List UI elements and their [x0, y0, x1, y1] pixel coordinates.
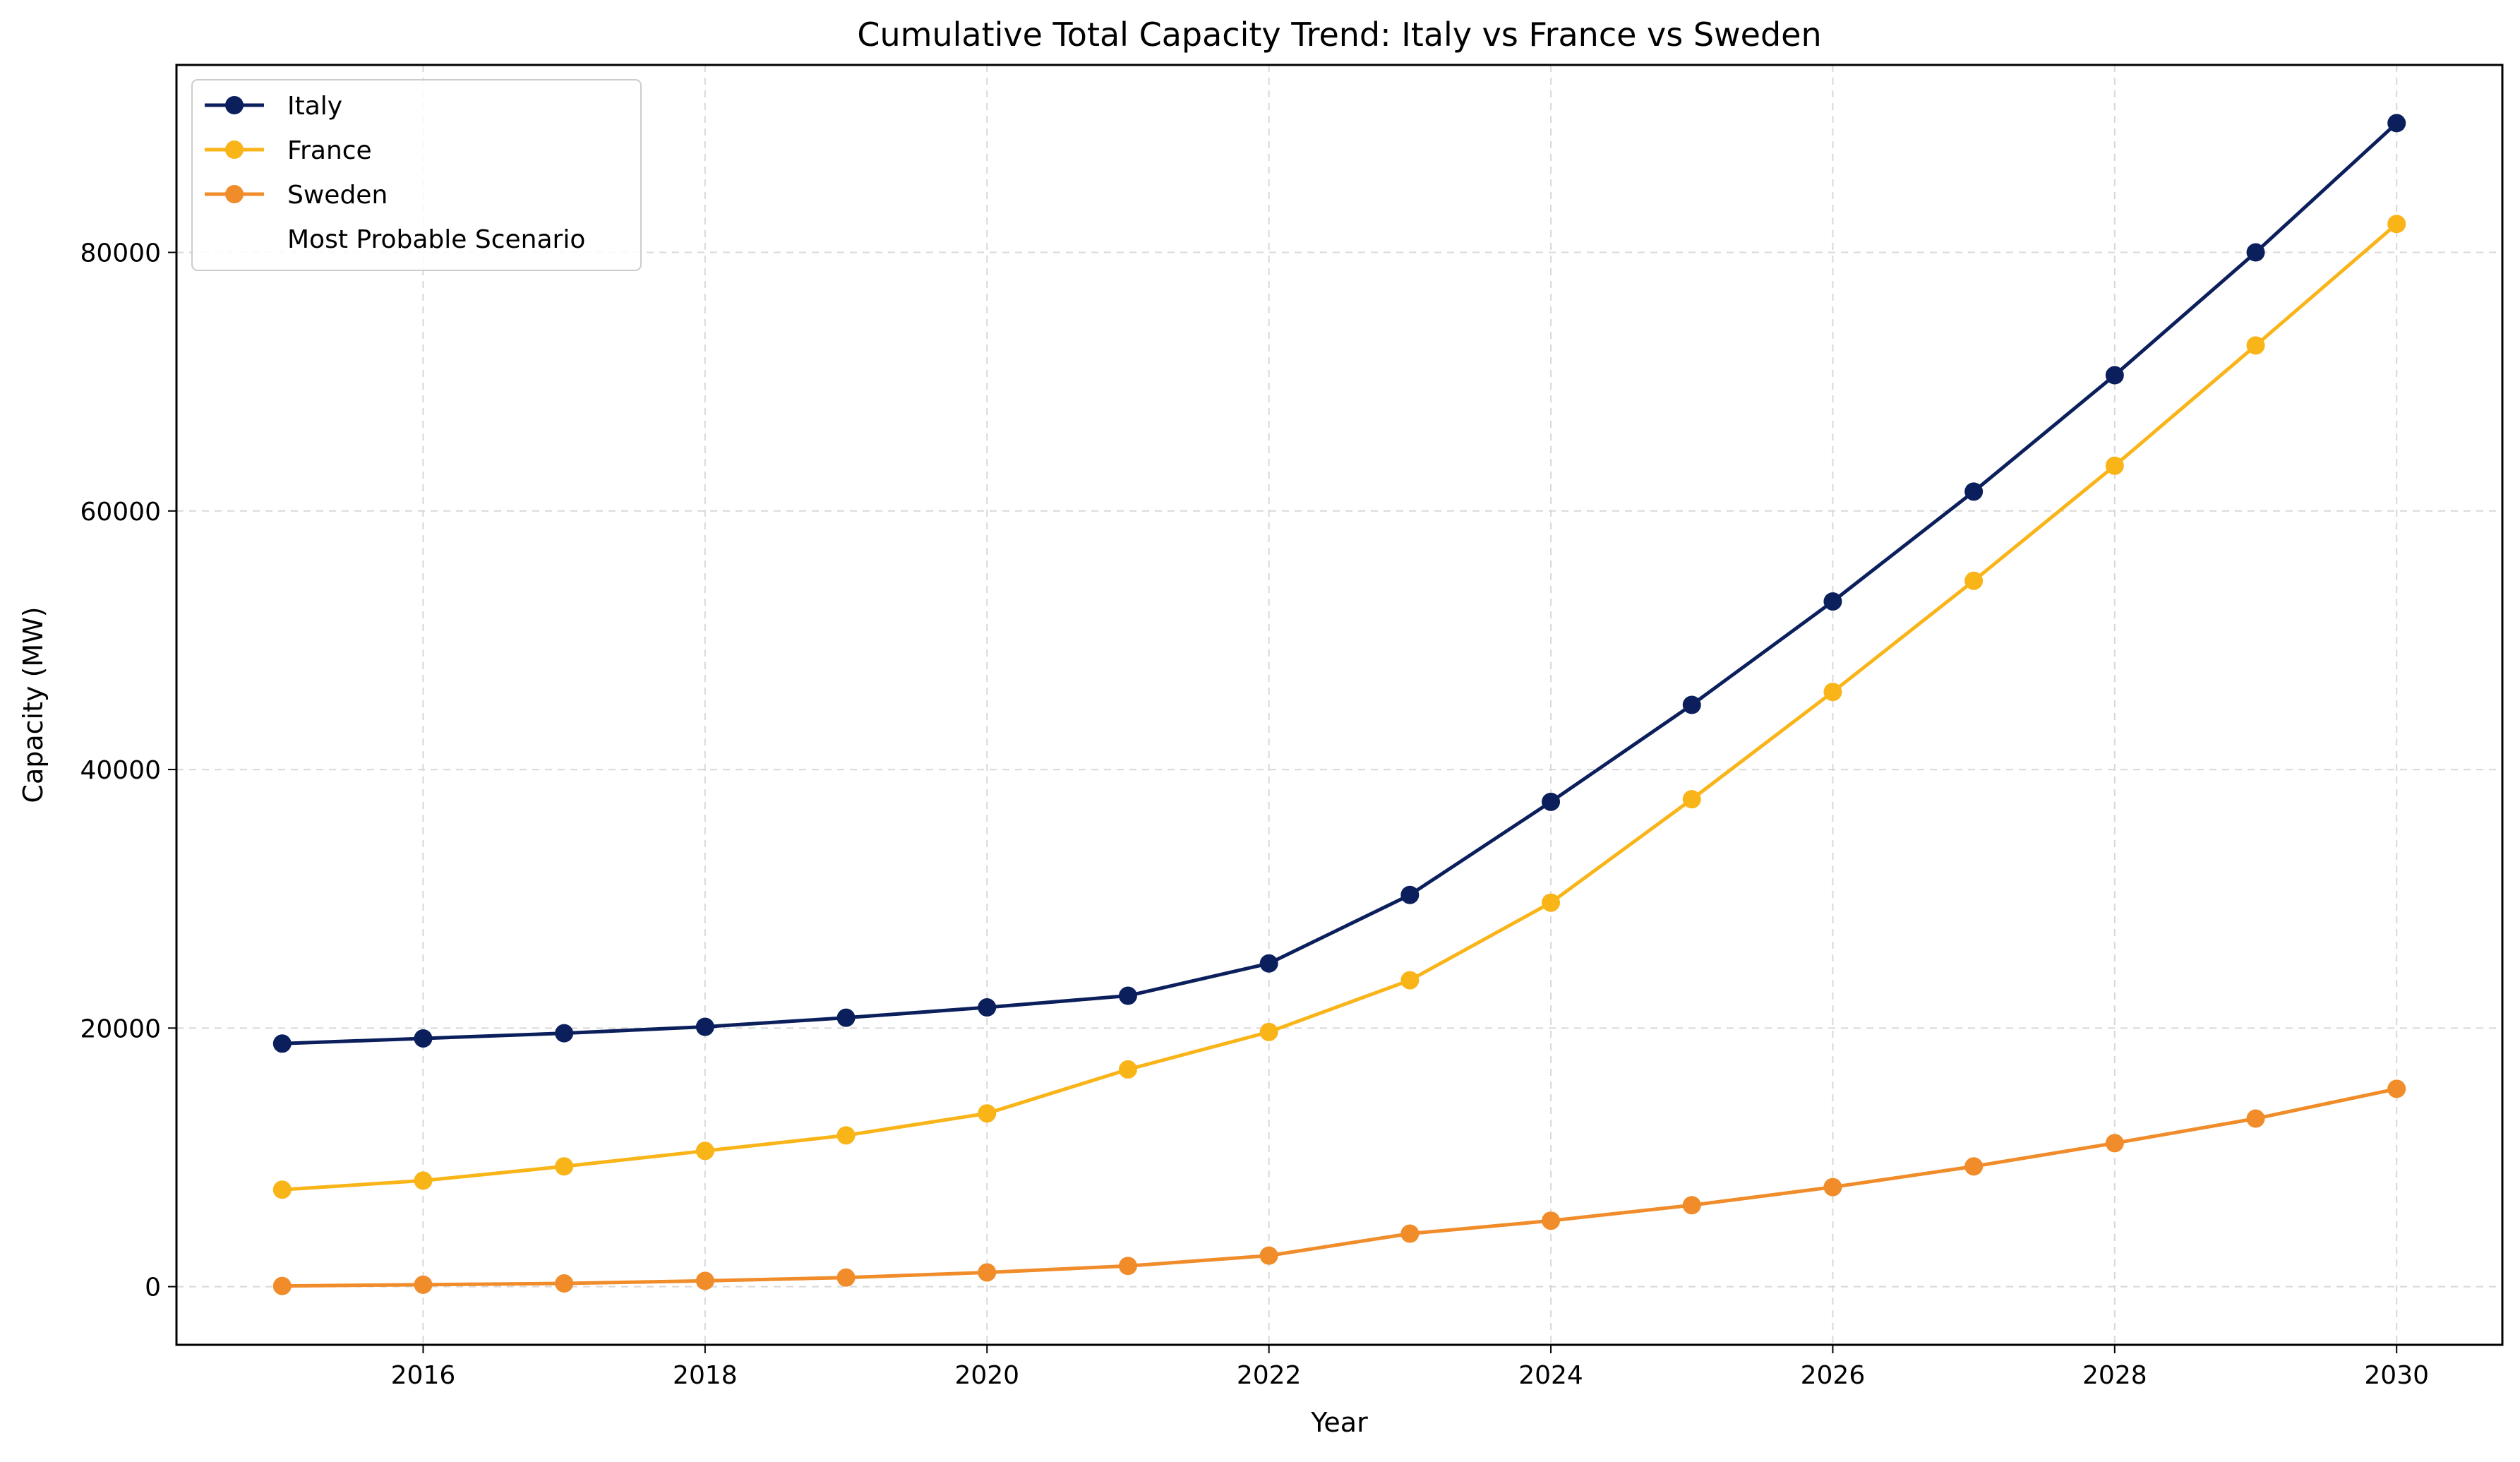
- x-tick-label: 2022: [1237, 1361, 1302, 1390]
- data-point-france: [1259, 1022, 1278, 1041]
- x-tick-label: 2030: [2364, 1361, 2429, 1390]
- data-point-italy: [2105, 366, 2124, 385]
- data-point-sweden: [555, 1274, 574, 1293]
- data-point-france: [555, 1157, 574, 1176]
- x-tick-label: 2028: [2082, 1361, 2147, 1390]
- series-line-sweden: [282, 1086, 2397, 1288]
- chart-title: Cumulative Total Capacity Trend: Italy v…: [857, 16, 1821, 54]
- y-tick-label: 20000: [80, 1014, 161, 1043]
- data-point-sweden: [1682, 1196, 1701, 1215]
- data-point-france: [272, 1180, 292, 1199]
- data-point-italy: [2387, 114, 2406, 133]
- data-point-sweden: [1823, 1178, 1842, 1197]
- data-point-italy: [1542, 792, 1561, 811]
- data-point-france: [414, 1171, 433, 1190]
- legend-label-france: France: [287, 136, 372, 165]
- series-layer: [272, 114, 2406, 1295]
- y-tick-label: 60000: [80, 498, 161, 527]
- plot-frame: [175, 64, 2504, 1346]
- x-axis-label: Year: [1310, 1407, 1368, 1438]
- data-point-italy: [1118, 986, 1137, 1005]
- data-point-sweden: [695, 1271, 714, 1290]
- series-line-france: [282, 222, 2398, 1192]
- legend-label-most-probable-scenario: Most Probable Scenario: [287, 225, 585, 254]
- legend-label-sweden: Sweden: [287, 181, 388, 210]
- data-point-sweden: [1259, 1246, 1278, 1265]
- data-point-france: [1118, 1060, 1137, 1079]
- y-tick-label: 0: [145, 1274, 161, 1302]
- data-point-sweden: [836, 1268, 856, 1287]
- legend-label-italy: Italy: [287, 92, 342, 121]
- data-point-italy: [1964, 482, 1984, 501]
- series-sweden: [272, 1079, 2406, 1295]
- legend: Italy France Sweden Most Probable Scenario: [191, 79, 642, 271]
- ticks-layer: 2016 2018 2020 2022 2024 2026 2028 2030 0 20000 40…: [80, 239, 2429, 1390]
- data-point-france: [1400, 971, 1420, 990]
- data-point-italy: [414, 1029, 433, 1048]
- data-point-italy: [555, 1024, 574, 1043]
- y-tick-label: 40000: [80, 756, 161, 785]
- data-point-italy: [1259, 954, 1278, 973]
- x-tick-label: 2024: [1518, 1361, 1583, 1390]
- data-point-sweden: [1542, 1211, 1561, 1230]
- x-tick-label: 2020: [954, 1361, 1019, 1390]
- data-point-sweden: [414, 1275, 433, 1294]
- x-tick-label: 2016: [391, 1361, 456, 1390]
- data-point-sweden: [2246, 1109, 2265, 1128]
- data-point-sweden: [1964, 1157, 1984, 1176]
- legend-marker-italy: [225, 96, 244, 114]
- data-point-france: [1823, 683, 1842, 702]
- x-tick-label: 2018: [673, 1361, 738, 1390]
- data-point-italy: [1682, 695, 1701, 714]
- data-point-france: [1964, 571, 1984, 590]
- data-point-sweden: [978, 1263, 997, 1282]
- data-point-france: [1542, 893, 1561, 912]
- y-axis-label: Capacity (MW): [18, 606, 49, 803]
- y-tick-label: 80000: [80, 239, 161, 268]
- series-italy: [272, 114, 2406, 1053]
- data-point-italy: [2246, 243, 2265, 262]
- x-tick-label: 2026: [1801, 1361, 1866, 1390]
- data-point-italy: [836, 1008, 856, 1027]
- legend-box: [191, 79, 642, 271]
- data-point-france: [1682, 790, 1701, 809]
- data-point-italy: [1400, 885, 1420, 904]
- data-point-italy: [1823, 592, 1842, 611]
- data-point-sweden: [1118, 1257, 1137, 1276]
- data-point-france: [695, 1142, 714, 1161]
- data-point-france: [2387, 215, 2406, 234]
- data-point-sweden: [272, 1276, 292, 1295]
- legend-marker-france: [225, 140, 244, 159]
- data-point-italy: [695, 1017, 714, 1036]
- series-line-italy: [282, 121, 2398, 1045]
- data-point-france: [2246, 336, 2265, 355]
- data-point-france: [978, 1104, 997, 1123]
- series-france: [272, 215, 2406, 1199]
- data-point-sweden: [2105, 1134, 2124, 1153]
- data-point-italy: [978, 998, 997, 1017]
- legend-marker-sweden: [225, 185, 244, 203]
- data-point-france: [836, 1126, 856, 1145]
- data-point-france: [2105, 456, 2124, 475]
- data-point-sweden: [2387, 1079, 2406, 1098]
- data-point-italy: [272, 1034, 292, 1053]
- data-point-sweden: [1400, 1224, 1420, 1243]
